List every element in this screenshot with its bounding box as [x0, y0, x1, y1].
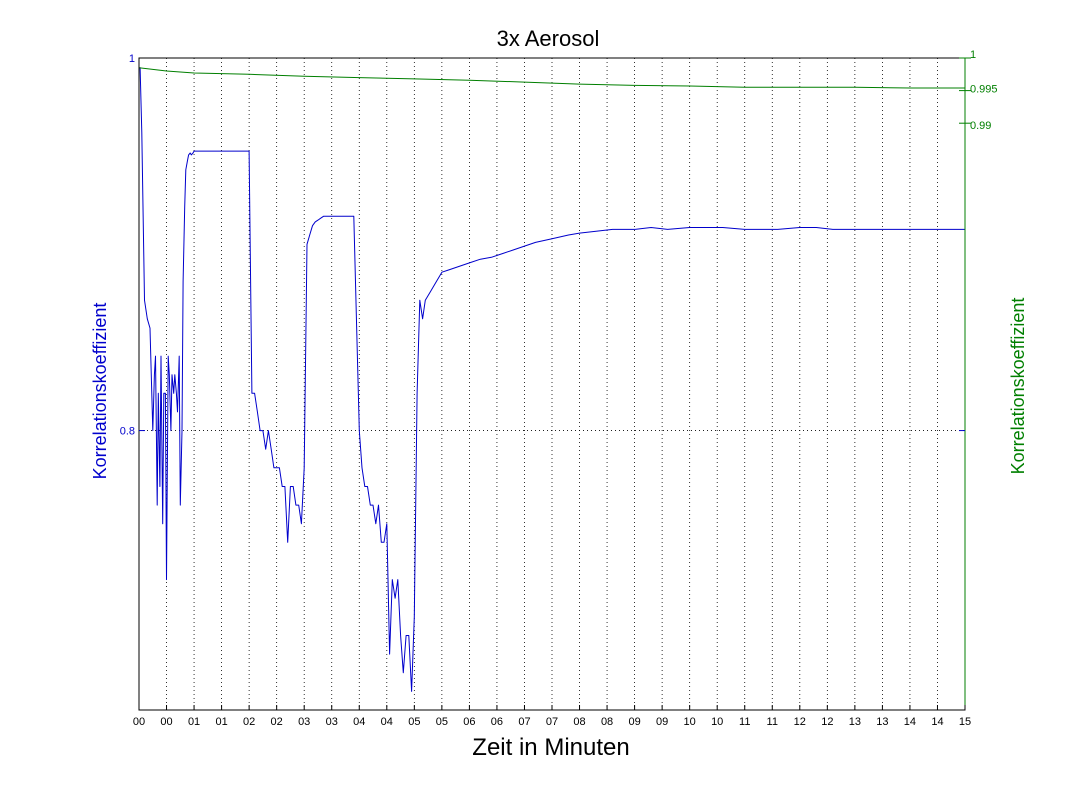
- y-axis-label-left: Korrelationskoeffizient: [90, 303, 110, 480]
- x-tick-label: 02: [243, 716, 255, 728]
- x-tick-label: 10: [711, 716, 723, 728]
- x-axis-label: Zeit in Minuten: [472, 734, 629, 761]
- y-tick-label-left: 1: [129, 53, 135, 65]
- x-tick-label: 12: [821, 716, 833, 728]
- x-tick-label: 11: [739, 716, 750, 728]
- x-tick-label: 14: [931, 716, 943, 728]
- y-tick-label-right: 1: [970, 49, 976, 61]
- y-tick-label-right: 0.99: [970, 120, 991, 132]
- x-tick-label: 14: [904, 716, 916, 728]
- x-tick-label: 02: [271, 716, 283, 728]
- x-tick-label: 05: [408, 716, 420, 728]
- plot-background: [139, 58, 965, 710]
- x-tick-label: 08: [601, 716, 613, 728]
- x-tick-label: 04: [353, 716, 365, 728]
- x-tick-label: 12: [794, 716, 806, 728]
- series-layer: [138, 67, 965, 692]
- x-tick-label: 03: [298, 716, 310, 728]
- x-tick-label: 05: [436, 716, 448, 728]
- series-line-left: [139, 67, 965, 692]
- x-tick-label: 11: [767, 716, 778, 728]
- x-tick-label: 01: [188, 716, 200, 728]
- x-tick-label: 10: [684, 716, 696, 728]
- x-tick-label: 03: [326, 716, 338, 728]
- x-tick-label: 00: [133, 716, 145, 728]
- x-tick-label: 13: [876, 716, 888, 728]
- x-tick-label: 04: [381, 716, 393, 728]
- x-tick-label: 08: [573, 716, 585, 728]
- ticks-layer: 00 00 01 01 02 02 03 03 04 04 05 05 06 06 07 07 08 08 09 09…: [120, 49, 998, 728]
- y-tick-label-right: 0.995: [970, 84, 998, 96]
- x-tick-label: 06: [491, 716, 503, 728]
- x-tick-label: 01: [215, 716, 227, 728]
- x-tick-label: 00: [160, 716, 172, 728]
- chart-title: 3x Aerosol: [497, 26, 600, 51]
- y-tick-label-left: 0.8: [120, 426, 135, 438]
- x-tick-label: 06: [463, 716, 475, 728]
- x-tick-label: 15: [959, 716, 971, 728]
- series-line-right: [138, 67, 965, 89]
- x-tick-label: 07: [518, 716, 530, 728]
- x-tick-label: 09: [628, 716, 640, 728]
- x-tick-label: 13: [849, 716, 861, 728]
- x-tick-label: 07: [546, 716, 558, 728]
- x-tick-label: 09: [656, 716, 668, 728]
- y-axis-label-right: Korrelationskoeffizient: [1008, 298, 1028, 475]
